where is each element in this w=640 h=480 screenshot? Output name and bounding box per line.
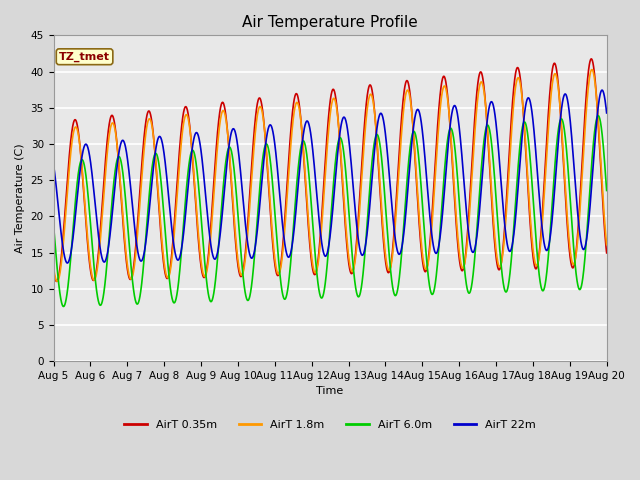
AirT 0.35m	[588, 56, 595, 62]
AirT 6.0m	[400, 217, 408, 223]
AirT 22m	[400, 228, 408, 233]
AirT 0.35m	[465, 207, 473, 213]
Line: AirT 22m: AirT 22m	[54, 90, 607, 263]
AirT 1.8m	[588, 67, 596, 72]
Line: AirT 6.0m: AirT 6.0m	[54, 116, 607, 307]
Line: AirT 1.8m: AirT 1.8m	[54, 70, 607, 281]
AirT 22m	[50, 162, 58, 168]
AirT 0.35m	[52, 278, 60, 284]
AirT 1.8m	[400, 102, 408, 108]
AirT 6.0m	[50, 222, 58, 228]
Text: TZ_tmet: TZ_tmet	[59, 52, 110, 62]
AirT 1.8m	[465, 217, 473, 223]
AirT 1.8m	[225, 146, 233, 152]
AirT 0.35m	[50, 268, 58, 274]
AirT 1.8m	[50, 264, 58, 270]
AirT 6.0m	[436, 236, 444, 242]
AirT 6.0m	[436, 234, 444, 240]
AirT 6.0m	[60, 304, 67, 310]
AirT 0.35m	[603, 250, 611, 256]
AirT 22m	[603, 110, 611, 116]
AirT 22m	[225, 142, 233, 148]
AirT 0.35m	[225, 148, 233, 154]
AirT 1.8m	[603, 242, 611, 248]
Line: AirT 0.35m: AirT 0.35m	[54, 59, 607, 281]
AirT 1.8m	[53, 278, 61, 284]
AirT 1.8m	[506, 153, 514, 158]
AirT 6.0m	[603, 188, 611, 193]
AirT 22m	[506, 249, 514, 254]
AirT 22m	[436, 237, 444, 243]
AirT 6.0m	[506, 270, 514, 276]
AirT 6.0m	[225, 144, 233, 150]
AirT 6.0m	[595, 113, 602, 119]
AirT 1.8m	[436, 114, 444, 120]
AirT 22m	[598, 87, 606, 93]
AirT 0.35m	[436, 96, 444, 102]
AirT 22m	[436, 239, 444, 244]
AirT 22m	[63, 260, 71, 266]
AirT 22m	[465, 234, 473, 240]
AirT 0.35m	[506, 137, 514, 143]
X-axis label: Time: Time	[316, 386, 344, 396]
AirT 0.35m	[400, 88, 408, 94]
AirT 6.0m	[465, 290, 473, 296]
Y-axis label: Air Temperature (C): Air Temperature (C)	[15, 144, 25, 253]
Legend: AirT 0.35m, AirT 1.8m, AirT 6.0m, AirT 22m: AirT 0.35m, AirT 1.8m, AirT 6.0m, AirT 2…	[120, 416, 540, 434]
AirT 1.8m	[436, 111, 444, 117]
Title: Air Temperature Profile: Air Temperature Profile	[242, 15, 418, 30]
AirT 0.35m	[436, 99, 444, 105]
